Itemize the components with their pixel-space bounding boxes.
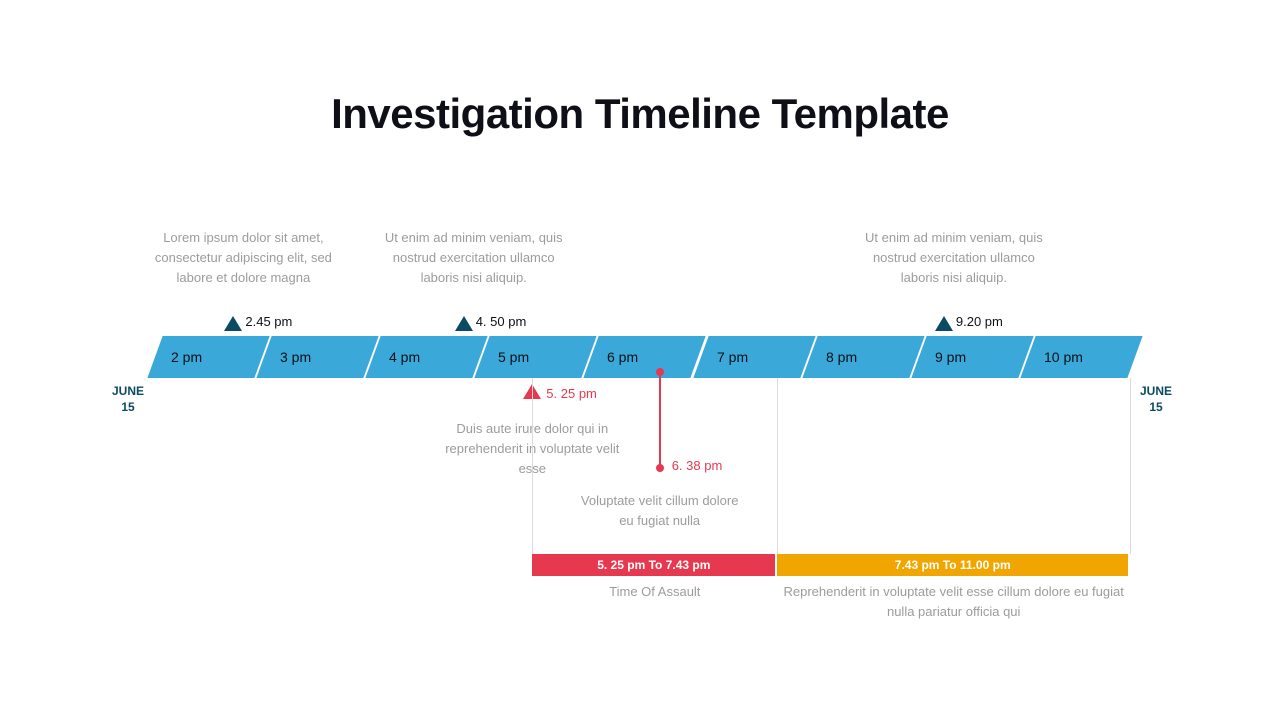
range-caption: Reprehenderit in voluptate velit esse ci…: [777, 582, 1130, 622]
hour-cell: 2 pm: [147, 336, 269, 378]
hour-label: 4 pm: [373, 349, 420, 365]
pin-line: [659, 374, 661, 468]
marker-top-icon: [935, 316, 953, 331]
marker-top-icon: [224, 316, 242, 331]
range-guide-line: [1130, 378, 1131, 554]
date-start-label: JUNE 15: [108, 384, 148, 415]
hour-cell: 9 pm: [911, 336, 1033, 378]
pin-time: 6. 38 pm: [672, 458, 723, 473]
hour-label: 10 pm: [1028, 349, 1083, 365]
hour-label: 6 pm: [591, 349, 638, 365]
hour-cell: 10 pm: [1020, 336, 1142, 378]
pin-text: Voluptate velit cillum dolore eu fugiat …: [575, 491, 745, 531]
hour-label: 7 pm: [701, 349, 748, 365]
hour-cell: 5 pm: [475, 336, 597, 378]
marker-bottom-time: 5. 25 pm: [546, 386, 597, 401]
hour-label: 2 pm: [155, 349, 202, 365]
hour-cell: 7 pm: [693, 336, 815, 378]
range-caption: Time Of Assault: [532, 582, 777, 602]
marker-top-icon: [455, 316, 473, 331]
range-bar: 7.43 pm To 11.00 pm: [777, 554, 1128, 576]
hour-label: 8 pm: [810, 349, 857, 365]
hour-label: 5 pm: [482, 349, 529, 365]
range-guide-line: [532, 378, 533, 554]
hour-label: 3 pm: [264, 349, 311, 365]
range-guide-line: [777, 378, 778, 554]
range-bar-label: 5. 25 pm To 7.43 pm: [597, 558, 710, 572]
hour-cell: 6 pm: [584, 336, 706, 378]
page-title: Investigation Timeline Template: [0, 90, 1280, 138]
hour-cell: 3 pm: [256, 336, 378, 378]
date-end-label: JUNE 15: [1136, 384, 1176, 415]
marker-top-text: Ut enim ad minim veniam, quis nostrud ex…: [854, 228, 1054, 288]
marker-top-time: 9.20 pm: [956, 314, 1003, 329]
hour-label: 9 pm: [919, 349, 966, 365]
marker-top-time: 2.45 pm: [245, 314, 292, 329]
hour-cell: 8 pm: [802, 336, 924, 378]
pin-dot-icon: [656, 464, 664, 472]
hour-cell: 4 pm: [366, 336, 488, 378]
range-bar: 5. 25 pm To 7.43 pm: [532, 554, 775, 576]
timeline-canvas: Investigation Timeline Template JUNE 15 …: [0, 0, 1280, 720]
marker-top-text: Lorem ipsum dolor sit amet, consectetur …: [143, 228, 343, 288]
range-bar-label: 7.43 pm To 11.00 pm: [895, 558, 1011, 572]
marker-top-text: Ut enim ad minim veniam, quis nostrud ex…: [374, 228, 574, 288]
marker-top-time: 4. 50 pm: [476, 314, 527, 329]
hour-axis: 2 pm 3 pm 4 pm 5 pm 6 pm 7 pm 8 pm 9 pm 10 pm: [155, 336, 1135, 378]
